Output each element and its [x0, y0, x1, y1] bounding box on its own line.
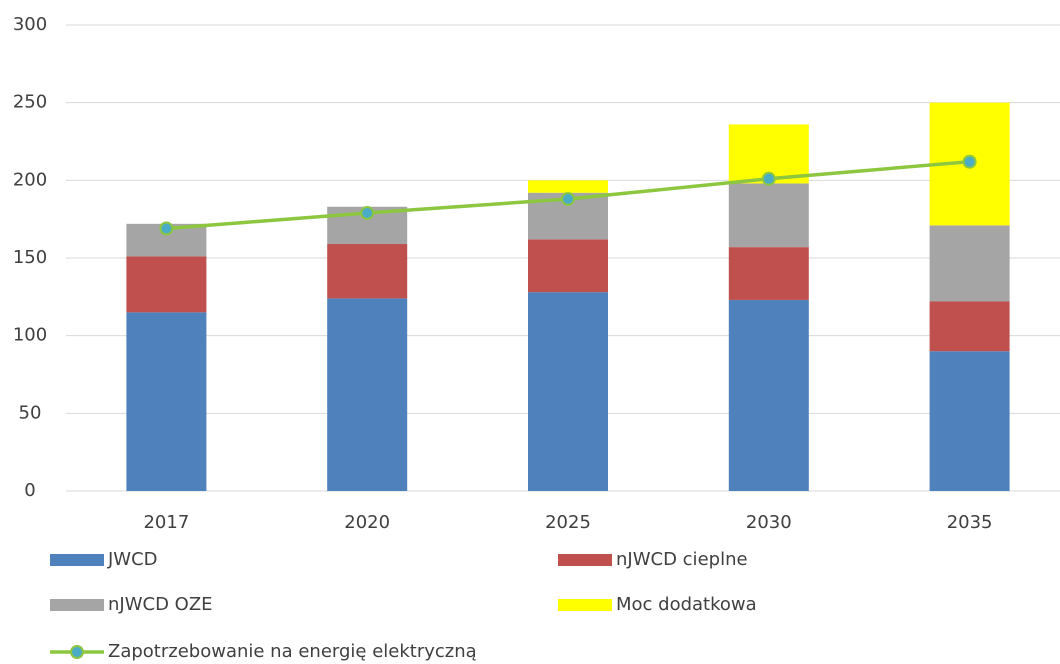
bar: [528, 239, 608, 293]
y-tick-label: 200: [13, 169, 47, 190]
legend-label: nJWCD cieplne: [616, 549, 748, 570]
bar: [327, 244, 408, 299]
bar: [126, 256, 207, 313]
legend-swatch: [558, 599, 612, 611]
y-tick-label: 100: [13, 325, 47, 346]
y-tick-label: 0: [24, 480, 35, 501]
x-tick-label: 2020: [344, 512, 390, 533]
bar: [929, 351, 1010, 491]
legend-label: Zapotrzebowanie na energię elektryczną: [108, 641, 477, 662]
legend-swatch: [50, 554, 104, 566]
x-tick-label: 2030: [746, 512, 792, 533]
y-tick-label: 300: [13, 14, 47, 35]
y-tick-label: 250: [13, 92, 47, 113]
marker: [761, 171, 776, 186]
bar: [728, 183, 809, 248]
legend-swatch: [50, 599, 104, 611]
bar: [929, 301, 1010, 352]
marker: [561, 191, 575, 206]
bar: [728, 247, 809, 300]
x-tick-label: 2035: [947, 512, 993, 533]
marker: [962, 154, 977, 169]
x-tick-label: 2017: [143, 512, 189, 533]
bar: [327, 298, 408, 491]
bar: [929, 225, 1010, 302]
legend-label: JWCD: [107, 549, 158, 570]
x-tick-label: 2025: [545, 512, 591, 533]
marker: [159, 221, 174, 236]
bar: [126, 312, 207, 491]
y-tick-label: 150: [13, 247, 47, 268]
y-tick-label: 50: [19, 402, 42, 423]
legend-label: nJWCD OZE: [108, 594, 213, 615]
bar: [528, 292, 608, 491]
legend-label: Moc dodatkowa: [616, 594, 757, 615]
marker: [360, 205, 375, 220]
legend-marker: [70, 645, 84, 659]
bar: [528, 180, 608, 193]
legend-swatch: [558, 554, 612, 566]
bar: [728, 299, 809, 491]
